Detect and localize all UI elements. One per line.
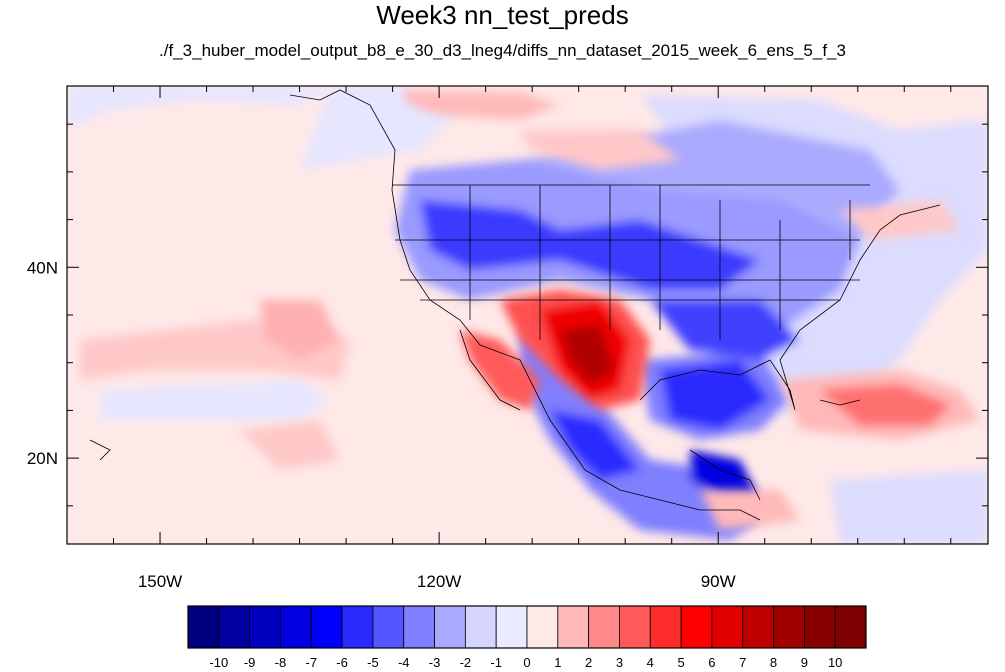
colorbar-swatch: [249, 605, 281, 649]
colorbar-swatch: [557, 605, 590, 649]
colorbar-frame: [187, 605, 867, 649]
anomaly-light-red-northeast: [840, 200, 960, 240]
colorbar-level-label: -2: [459, 655, 472, 670]
colorbar-level-label: -7: [305, 655, 318, 670]
colorbar-level-label: 2: [585, 655, 593, 670]
anomaly-light-blue-caribbean: [830, 470, 988, 544]
colorbar-swatch: [526, 605, 559, 649]
x-tick-label: 150W: [138, 572, 182, 591]
y-tick-label: 40N: [27, 258, 58, 277]
colorbar-level-label: -4: [397, 655, 410, 670]
anomaly-light-red-south-pacific: [240, 420, 340, 470]
anomaly-light-red-canada: [520, 130, 680, 170]
colorbar-level-label: 3: [615, 655, 624, 670]
plot-subtitle: ./f_3_huber_model_output_b8_e_30_d3_lneg…: [159, 41, 846, 60]
colorbar-swatch: [434, 605, 466, 649]
anomaly-light-red-pacific-core: [260, 300, 340, 360]
x-tick-label: 120W: [417, 572, 461, 591]
colorbar-swatch: [742, 605, 774, 649]
anomaly-strong-blue-gulf: [660, 360, 770, 430]
colorbar-level-label: -5: [367, 655, 379, 670]
colorbar-swatch: [711, 605, 744, 649]
colorbar-level-label: -1: [490, 655, 502, 670]
colorbar-swatch: [280, 605, 312, 649]
colorbar-swatch: [803, 605, 836, 649]
colorbar-level-label: 6: [708, 655, 716, 670]
axis-ticks: [67, 86, 988, 544]
colorbar-level-label: -6: [336, 655, 348, 670]
anomaly-red-baja: [460, 330, 540, 410]
anomaly-strong-blue-southeast: [650, 300, 800, 360]
colorbar-level-label: 9: [800, 655, 808, 670]
anomaly-light-red-north: [400, 90, 560, 120]
coastlines: [89, 89, 941, 521]
colorbar-swatch: [464, 605, 497, 649]
colorbar-level-label: 4: [646, 655, 654, 670]
anomaly-red-atlantic-core: [820, 385, 950, 425]
anomaly-strong-blue-plains: [420, 200, 760, 290]
colorbar-swatch: [649, 605, 682, 649]
plot-title: Week3 nn_test_preds: [376, 0, 629, 30]
axis-labels: 150W 120W 90W 40N 20N: [27, 258, 736, 591]
anomaly-deep-blue-south-mexico: [690, 450, 760, 500]
colorbar-swatch: [680, 605, 713, 649]
colorbar-level-label: -8: [274, 655, 287, 670]
colorbar-swatch: [495, 605, 528, 649]
anomaly-light-blue-nw: [68, 86, 330, 130]
colorbar-level-label: 7: [739, 655, 747, 670]
colorbar-level-label: -9: [243, 655, 256, 670]
contour-field: [67, 86, 988, 544]
colorbar-swatch: [310, 605, 343, 649]
colorbar-swatch: [588, 605, 620, 649]
colorbar-swatch: [619, 605, 651, 649]
anomaly-darkest-red-core: [560, 325, 615, 385]
colorbar-level-label: 1: [554, 655, 562, 670]
colorbar-level-label: -10: [209, 655, 229, 670]
colorbar-level-label: -3: [428, 655, 441, 670]
colorbar-level-label: 5: [677, 655, 685, 670]
colorbar-swatch: [773, 605, 805, 649]
anomaly-light-red-central-america: [700, 490, 800, 530]
colorbar-swatch: [372, 605, 405, 649]
colorbar-level-label: 10: [827, 655, 843, 670]
colorbar-swatch: [341, 605, 374, 649]
anomaly-light-blue-pacific: [100, 380, 330, 420]
colorbar-swatch: [218, 605, 251, 649]
x-tick-label: 90W: [701, 572, 736, 591]
colorbar-swatch: [403, 605, 435, 649]
colorbar-swatch: [834, 605, 867, 649]
anomaly-strong-blue-west-mexico: [550, 410, 640, 480]
colorbar-swatch: [187, 605, 220, 649]
colorbar: [187, 605, 867, 649]
y-tick-label: 20N: [27, 449, 58, 468]
colorbar-level-label: 0: [523, 655, 531, 670]
colorbar-level-label: 8: [769, 655, 778, 670]
